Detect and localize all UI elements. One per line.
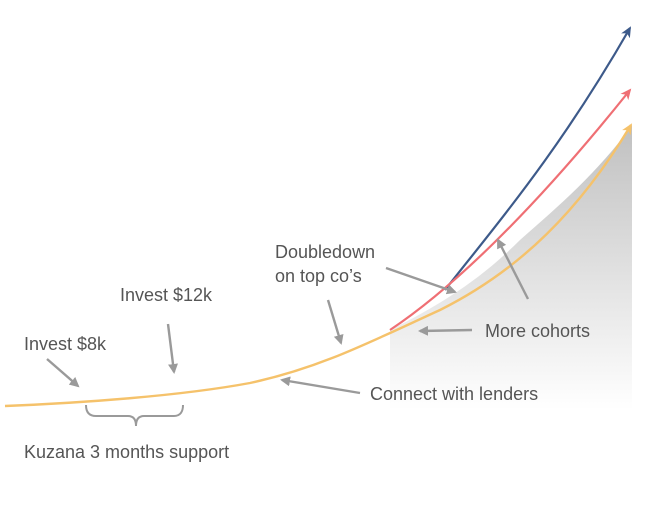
label-more-cohorts: More cohorts	[485, 321, 591, 341]
label-connect-lenders: Connect with lenders	[370, 384, 539, 404]
label-support: Kuzana 3 months support	[24, 442, 230, 462]
label-doubledown-line1: Doubledown	[275, 242, 376, 262]
blue-growth-curve	[444, 26, 631, 291]
support-brace	[85, 404, 184, 427]
arrow-invest-8k	[46, 358, 80, 388]
red-growth-curve	[389, 88, 632, 331]
arrow-more-cohorts-lower	[418, 325, 473, 336]
arrow-doubledown-upper	[385, 266, 457, 295]
arrow-invest-12k	[166, 323, 178, 374]
label-doubledown-line2: on top co’s	[275, 266, 362, 286]
label-invest-8k: Invest $8k	[24, 334, 107, 354]
arrow-connect-lenders	[280, 376, 361, 395]
arrow-doubledown-lower	[326, 299, 344, 345]
base-growth-curve	[4, 123, 633, 408]
arrow-more-cohorts-upper	[496, 238, 530, 300]
label-invest-12k: Invest $12k	[120, 285, 213, 305]
